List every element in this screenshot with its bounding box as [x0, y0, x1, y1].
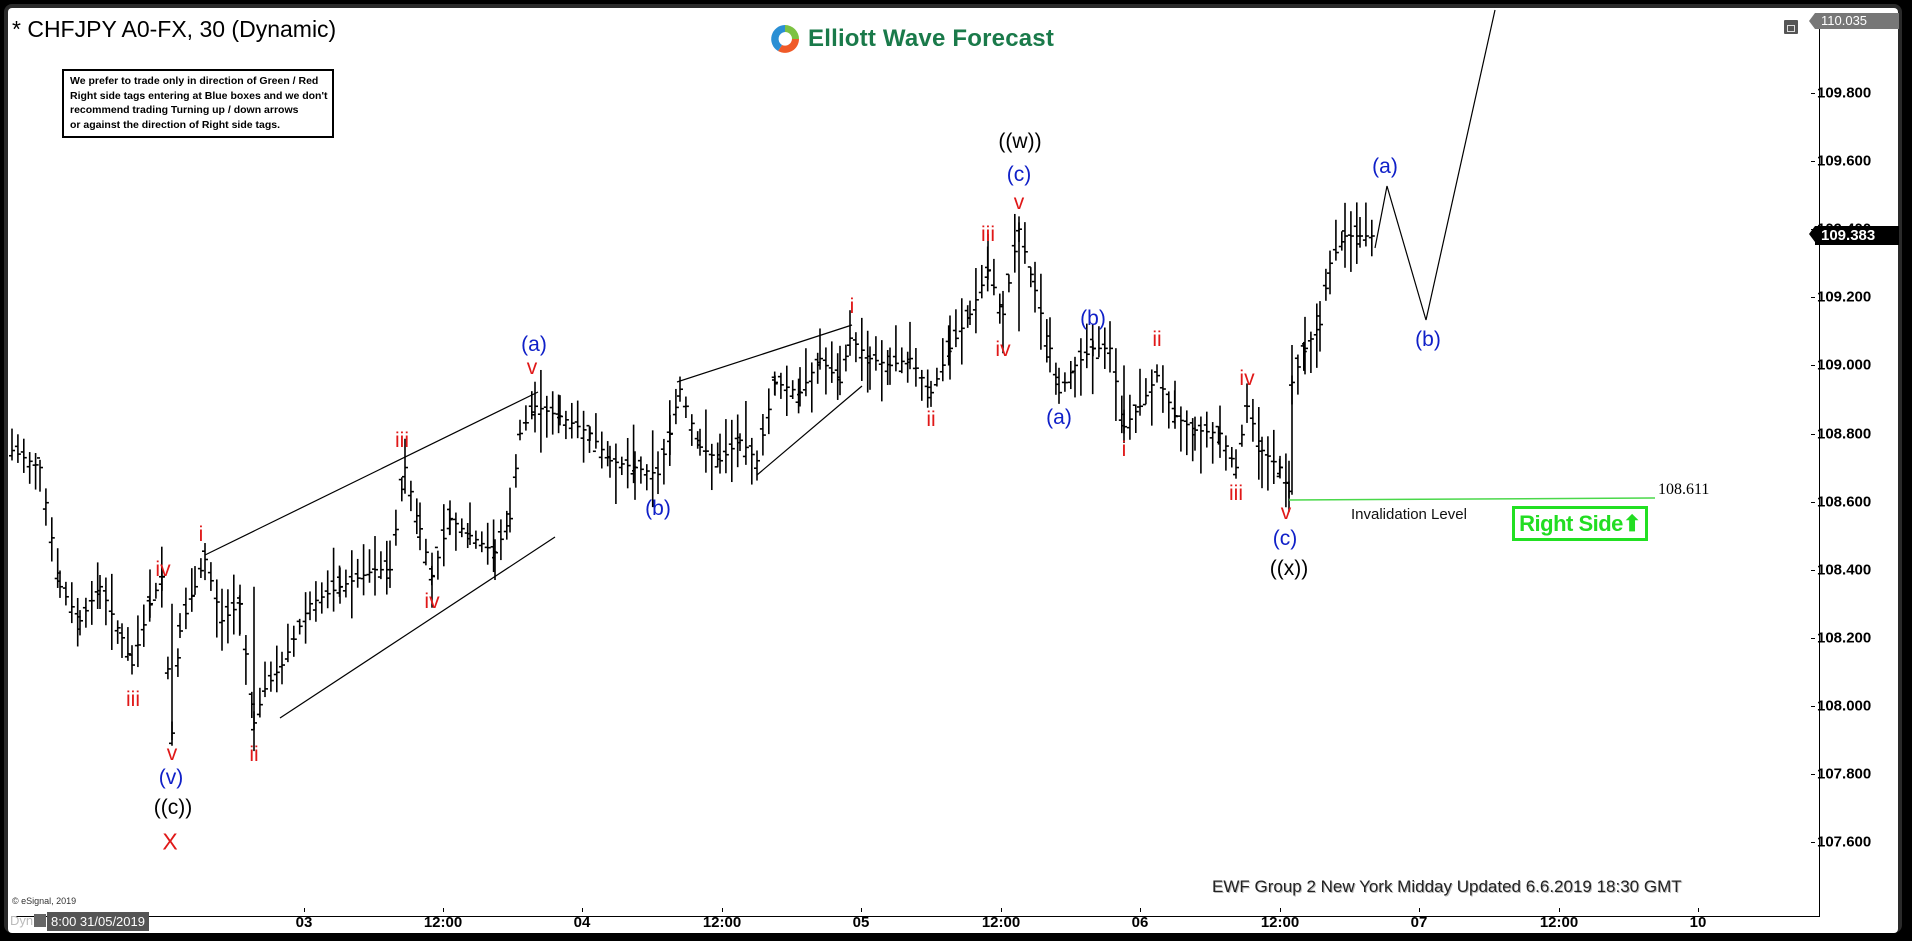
price-axis-label: 109.000: [1817, 356, 1872, 374]
window-restore-icon[interactable]: [1784, 20, 1798, 34]
price-axis-label: 108.800: [1817, 425, 1872, 442]
time-axis-label: 05: [852, 914, 870, 931]
time-axis-label: 12:00: [981, 914, 1021, 931]
wave-label: ((w)): [998, 130, 1042, 153]
time-tick: [304, 908, 305, 912]
wave-label: ii: [926, 408, 936, 431]
time-axis-label: 04: [573, 914, 591, 931]
wave-label: i: [198, 523, 204, 546]
wave-label: iv: [424, 590, 440, 613]
price-tick: [1811, 637, 1815, 639]
right-side-tag: Right Side⬆: [1512, 506, 1648, 541]
time-tick: [861, 908, 862, 912]
time-tick: [722, 908, 723, 912]
price-axis-label: 109.600: [1817, 152, 1872, 170]
price-tick: [1811, 501, 1815, 503]
ohlc-bars: [9, 202, 1375, 752]
invalidation-value: 108.611: [1658, 481, 1710, 498]
wave-label: ((x)): [1269, 557, 1309, 580]
price-axis-label: 108.600: [1817, 493, 1872, 511]
time-axis-label: 12:00: [702, 914, 742, 931]
time-axis-label: 10: [1689, 914, 1707, 931]
invalidation-label: Invalidation Level: [1351, 506, 1467, 523]
wave-label: (a): [521, 333, 547, 356]
wave-label: (a): [1046, 406, 1072, 429]
price-axis-label: 109.200: [1817, 288, 1872, 306]
wave-label: v: [526, 356, 538, 379]
wave-label: (b): [1080, 307, 1106, 330]
copyright: © eSignal, 2019: [12, 896, 77, 906]
wave-label: ii: [1152, 328, 1162, 351]
wave-label: v: [1013, 191, 1025, 214]
price-axis-label: 107.600: [1817, 833, 1872, 851]
time-axis-label: 06: [1131, 914, 1149, 931]
time-tick: [1280, 908, 1281, 912]
wave-label: iii: [395, 429, 409, 452]
wave-label: v: [1280, 501, 1292, 524]
brand-name: Elliott Wave Forecast: [808, 25, 1055, 52]
time-tick: [1140, 908, 1141, 912]
price-tick: [1811, 161, 1815, 163]
last-price-tag: 109.383: [1809, 226, 1899, 245]
price-tick: [1811, 93, 1815, 94]
price-axis-label: 109.800: [1817, 84, 1872, 102]
wave-label: i: [849, 295, 855, 318]
time-axis-label: 12:00: [1260, 914, 1300, 931]
time-axis-label: 12:00: [423, 914, 463, 931]
arrow-up-icon: ⬆: [1622, 511, 1641, 536]
wave-label: iv: [1239, 367, 1255, 390]
price-tick: [1811, 569, 1815, 571]
time-tick: [443, 908, 444, 912]
dynamic-mode-label[interactable]: Dyn: [10, 913, 34, 928]
time-tick: [1419, 908, 1420, 912]
wave-label: iv: [155, 558, 171, 581]
wave-label: (b): [645, 497, 671, 520]
ewf-logo-icon: [771, 25, 799, 53]
wave-label: i: [1121, 438, 1127, 461]
price-axis-label: 108.400: [1817, 561, 1872, 579]
wave-label: ii: [249, 743, 259, 766]
wave-label: (c): [1006, 163, 1032, 186]
price-tick: [1811, 297, 1815, 299]
plot-area[interactable]: [16, 16, 1820, 917]
wave-label: X: [162, 828, 178, 855]
time-tick: [1001, 908, 1002, 912]
update-note: EWF Group 2 New York Midday Updated 6.6.…: [1212, 877, 1682, 896]
price-axis-label: 108.200: [1817, 629, 1872, 647]
wave-label: (c): [1272, 527, 1298, 550]
wave-label: (v): [158, 766, 184, 789]
invalidation-line: [1288, 497, 1656, 501]
time-tick: [582, 908, 583, 912]
lock-icon[interactable]: [34, 914, 46, 927]
time-axis-label: 12:00: [1539, 914, 1579, 931]
price-tick: [1811, 842, 1815, 844]
time-tick: [1698, 908, 1699, 912]
wave-label: iii: [126, 688, 140, 711]
trendlines: [204, 9, 1496, 719]
projected-wave-label: (a): [1372, 155, 1398, 178]
chart-title: * CHFJPY A0-FX, 30 (Dynamic): [12, 16, 337, 42]
start-date-label: 8:00 31/05/2019: [47, 912, 149, 931]
wave-label: ((c)): [153, 796, 193, 819]
time-axis-label: 07: [1410, 914, 1428, 931]
price-axis-label: 107.800: [1817, 765, 1872, 783]
trading-notice: We prefer to trade only in direction of …: [62, 69, 334, 138]
chart-panel[interactable]: [8, 8, 1898, 933]
wave-label: v: [166, 742, 178, 765]
time-tick: [1559, 908, 1560, 912]
wave-label: iii: [981, 223, 995, 246]
top-price-tag: 110.035: [1809, 13, 1899, 29]
time-axis-label: 03: [295, 914, 313, 931]
price-tick: [1811, 433, 1815, 435]
price-tick: [1811, 774, 1815, 775]
wave-label: iv: [995, 338, 1011, 361]
projected-wave-label: (b): [1415, 328, 1441, 351]
right-side-label: Right Side: [1519, 511, 1623, 536]
wave-label: iii: [1229, 482, 1243, 505]
price-tick: [1811, 365, 1815, 367]
price-tick: [1811, 705, 1815, 707]
brand-logo: Elliott Wave Forecast: [768, 21, 1054, 57]
price-axis-label: 108.000: [1817, 697, 1872, 715]
